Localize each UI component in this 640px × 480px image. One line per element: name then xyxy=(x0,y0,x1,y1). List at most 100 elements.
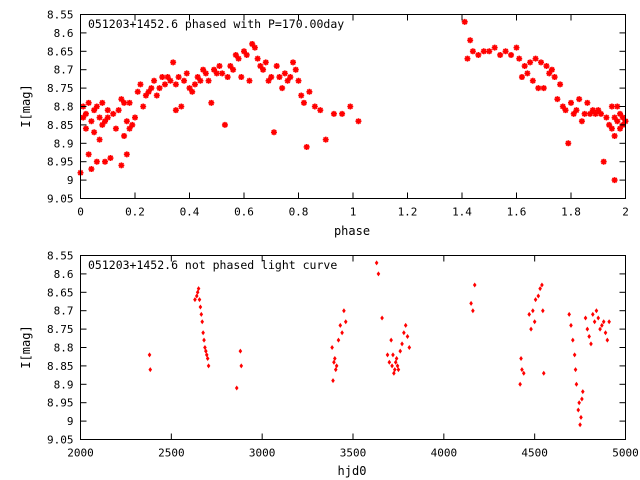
data-point xyxy=(607,319,611,325)
data-point xyxy=(611,114,618,121)
data-point xyxy=(591,311,595,317)
data-point xyxy=(611,177,618,184)
data-point xyxy=(172,107,179,114)
data-point xyxy=(562,107,569,114)
data-point xyxy=(148,85,155,92)
data-point xyxy=(234,385,239,391)
data-point xyxy=(287,74,294,81)
data-point xyxy=(164,74,171,81)
data-point xyxy=(107,155,114,162)
data-point xyxy=(502,48,509,55)
data-point xyxy=(96,136,103,143)
data-point xyxy=(565,140,572,147)
data-point xyxy=(265,77,272,84)
data-point xyxy=(205,77,212,84)
data-point xyxy=(614,118,621,125)
data-point xyxy=(600,158,607,165)
y-tick-label: 8.7 xyxy=(54,64,74,77)
data-point xyxy=(268,74,275,81)
x-tick-label: 0.6 xyxy=(234,206,254,219)
data-point xyxy=(567,311,571,317)
data-point xyxy=(254,55,261,62)
data-point xyxy=(587,110,594,117)
x-tick-label: 1.4 xyxy=(452,206,472,219)
data-point xyxy=(518,381,522,387)
data-point xyxy=(527,311,532,317)
chart-title: 051203+1452.6 phased with P=170.00day xyxy=(88,17,344,31)
data-points xyxy=(147,260,611,428)
data-point xyxy=(295,77,302,84)
data-point xyxy=(102,158,109,165)
data-point xyxy=(598,326,602,332)
data-point xyxy=(398,348,403,354)
data-point xyxy=(608,125,615,132)
data-point xyxy=(403,322,408,328)
data-point xyxy=(603,114,610,121)
data-point xyxy=(518,74,525,81)
data-point xyxy=(548,66,555,73)
data-point xyxy=(614,103,621,110)
x-tick-label: 0.4 xyxy=(180,206,200,219)
data-point xyxy=(385,352,390,358)
data-point xyxy=(137,81,144,88)
data-point xyxy=(472,282,477,288)
data-point xyxy=(93,158,100,165)
data-point xyxy=(389,337,393,343)
data-point xyxy=(80,114,87,121)
data-point xyxy=(573,107,580,114)
data-point xyxy=(576,96,583,103)
data-point xyxy=(82,110,89,117)
data-point xyxy=(311,103,318,110)
data-point xyxy=(219,70,226,77)
data-point xyxy=(330,110,337,117)
plot-frame xyxy=(80,255,626,440)
data-point xyxy=(592,319,597,325)
x-tick-label: 0.8 xyxy=(289,206,309,219)
data-point xyxy=(216,63,223,70)
data-point xyxy=(148,367,153,373)
data-point xyxy=(601,319,606,325)
data-point xyxy=(600,322,604,328)
data-point xyxy=(605,337,610,343)
data-point xyxy=(596,315,601,321)
data-point xyxy=(343,319,348,325)
data-point xyxy=(603,330,608,336)
data-point xyxy=(175,74,182,81)
data-point xyxy=(336,337,341,343)
data-point xyxy=(576,407,581,413)
data-point xyxy=(557,81,564,88)
data-point xyxy=(276,74,283,81)
y-tick-label: 8.95 xyxy=(47,397,74,410)
data-point xyxy=(292,66,299,73)
data-point xyxy=(147,352,152,358)
data-point xyxy=(284,77,291,84)
x-tick-label: 2500 xyxy=(158,447,185,460)
data-point xyxy=(172,81,179,88)
data-point xyxy=(611,132,618,139)
data-point xyxy=(322,136,329,143)
x-tick-label: 1 xyxy=(350,206,357,219)
data-point xyxy=(527,59,534,66)
data-point xyxy=(104,114,111,121)
data-point xyxy=(338,322,343,328)
data-point xyxy=(290,59,297,66)
data-point xyxy=(132,114,138,121)
data-point xyxy=(571,337,575,343)
y-tick-label: 8.55 xyxy=(47,9,74,22)
data-point xyxy=(390,363,394,369)
data-point xyxy=(396,367,401,373)
data-point xyxy=(538,286,542,292)
data-point xyxy=(400,341,404,347)
y-tick-label: 8.9 xyxy=(54,378,74,391)
data-point xyxy=(508,51,515,58)
data-point xyxy=(82,125,89,132)
data-point xyxy=(464,55,471,62)
data-point xyxy=(121,99,128,106)
data-point xyxy=(392,367,397,373)
data-point xyxy=(88,166,95,173)
data-point xyxy=(532,319,537,325)
data-point xyxy=(394,356,399,362)
raw-light-curve-panel: 051203+1452.6 not phased light curve 8.5… xyxy=(19,250,639,479)
axis-ticks: 8.55 8.6 8.65 8.7 8.75 8.8 8.85 8.9 8.95 9 9.05200… xyxy=(47,250,639,460)
data-point xyxy=(91,129,98,136)
